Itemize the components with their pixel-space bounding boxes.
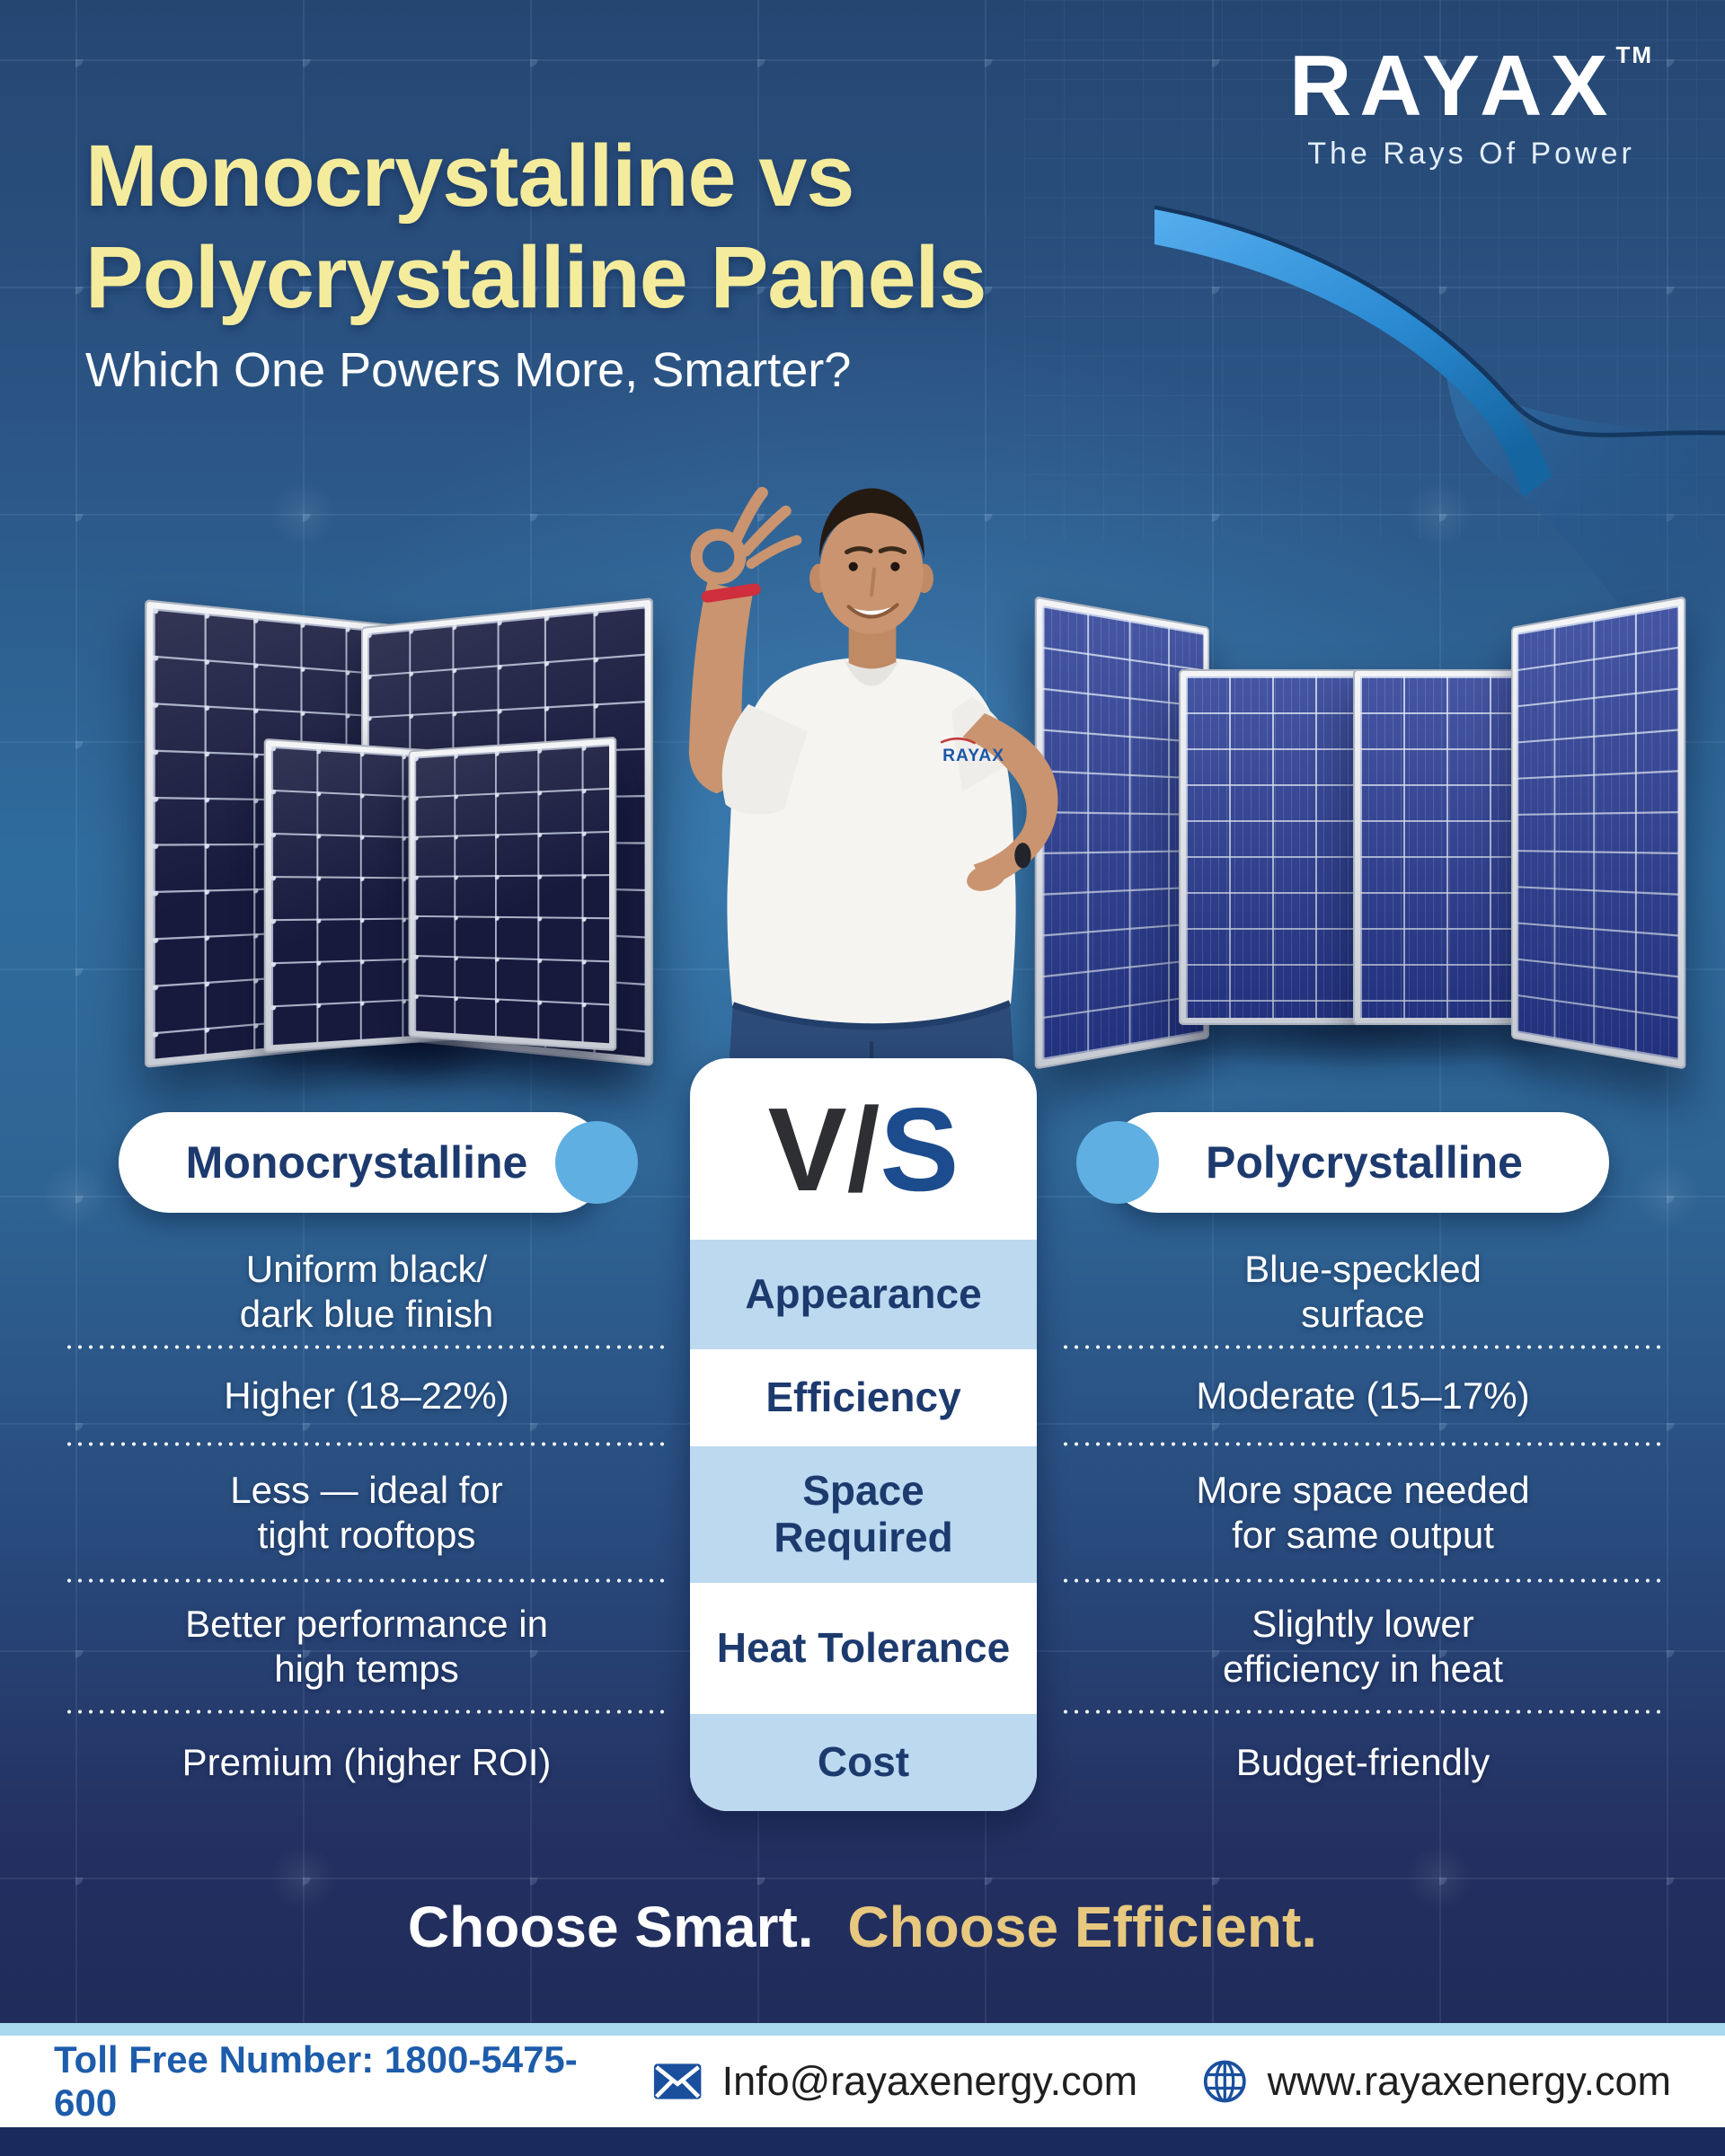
- attribute-efficiency: Efficiency: [765, 1374, 961, 1421]
- dotted-separator: [67, 1578, 666, 1583]
- vs-badge: V/S: [690, 1058, 1037, 1240]
- attribute-heat-tolerance: Heat Tolerance: [716, 1624, 1011, 1672]
- dotted-separator: [1064, 1442, 1662, 1446]
- grid-glow-dot: [270, 481, 336, 547]
- poly-heat-value: Slightly lower efficiency in heat: [1222, 1602, 1504, 1690]
- attribute-appearance: Appearance: [690, 1240, 1037, 1349]
- face: [819, 509, 924, 634]
- shirt-logo-swoosh: [940, 737, 977, 745]
- mono-heat-value: Better performance in high temps: [185, 1602, 548, 1690]
- closing-tagline: Choose Smart. Choose Efficient.: [0, 1894, 1725, 1960]
- mono-header-label: Monocrystalline: [185, 1137, 528, 1188]
- website-globe-icon: [1203, 2060, 1246, 2103]
- mono-cost-value: Premium (higher ROI): [181, 1741, 552, 1784]
- brand-ambassador-photo: RAYAX: [688, 486, 1058, 1087]
- brand-logo: RAYAXTM The Rays Of Power: [1289, 43, 1653, 172]
- vs-v-text: V/: [767, 1082, 880, 1215]
- grid-glow-dot: [1406, 1844, 1473, 1911]
- closing-tagline-gold: Choose Efficient.: [847, 1895, 1318, 1959]
- poly-header-pill: Polycrystalline: [1076, 1112, 1609, 1213]
- page-curl-decoration: [1154, 205, 1725, 791]
- toll-free-number[interactable]: Toll Free Number: 1800-5475-600: [54, 2038, 578, 2124]
- mono-panels-image: [145, 597, 653, 1068]
- dotted-separator: [67, 1710, 666, 1714]
- title-line-2: Polycrystalline Panels: [85, 227, 986, 326]
- poly-panel-center-right: [1353, 669, 1536, 1025]
- dotted-separator: [1064, 1578, 1662, 1583]
- vs-s-text: S: [880, 1082, 960, 1215]
- mono-header-pill: Monocrystalline: [119, 1112, 638, 1213]
- grid-glow-dot: [1633, 1162, 1700, 1229]
- grid-glow-dot: [1406, 481, 1473, 547]
- red-bracelet: [701, 583, 761, 603]
- dotted-separator: [1064, 1345, 1662, 1349]
- footer-bottom-strip: [0, 2127, 1725, 2156]
- hair: [819, 488, 924, 559]
- white-tshirt: [727, 657, 1016, 1085]
- grid-glow-dot: [42, 1162, 109, 1229]
- shirt-brand-logo: RAYAX: [942, 747, 1004, 765]
- website-url[interactable]: www.rayaxenergy.com: [1267, 2058, 1671, 2104]
- pill-accent-circle: [555, 1121, 638, 1204]
- mono-values-column: Uniform black/ dark blue finish Higher (…: [67, 1238, 666, 1811]
- tshirt-collar: [844, 660, 899, 686]
- footer-accent-strip: [0, 2023, 1725, 2036]
- attribute-cost: Cost: [690, 1714, 1037, 1811]
- mono-efficiency-value: Higher (18–22%): [224, 1374, 509, 1417]
- page-title: Monocrystalline vs Polycrystalline Panel…: [85, 126, 986, 398]
- grid-glow-dot: [270, 1844, 336, 1911]
- closing-tagline-white: Choose Smart.: [407, 1895, 814, 1959]
- trademark-symbol: TM: [1615, 41, 1653, 68]
- mono-space-value: Less — ideal for tight rooftops: [230, 1468, 503, 1556]
- poly-panels-image: [1015, 596, 1698, 1070]
- email-icon: [654, 2063, 702, 2099]
- poly-panel-outer-right: [1511, 596, 1686, 1070]
- poly-cost-value: Budget-friendly: [1235, 1741, 1491, 1784]
- poly-appearance-value: Blue-speckled surface: [1244, 1247, 1482, 1335]
- poly-header-label: Polycrystalline: [1206, 1137, 1523, 1188]
- pill-accent-circle: [1076, 1121, 1159, 1204]
- brand-tagline: The Rays Of Power: [1307, 137, 1635, 171]
- poly-values-column: Blue-speckled surface Moderate (15–17%) …: [1064, 1238, 1662, 1811]
- page-subtitle: Which One Powers More, Smarter?: [85, 343, 852, 398]
- attributes-card: V/S Appearance Efficiency Space Required…: [690, 1058, 1037, 1811]
- hip-arm: [962, 713, 1058, 887]
- poly-panel-center-left: [1179, 669, 1362, 1025]
- mono-appearance-value: Uniform black/ dark blue finish: [239, 1247, 494, 1335]
- dotted-separator: [67, 1345, 666, 1349]
- footer-contact-bar: Toll Free Number: 1800-5475-600 Info@ray…: [0, 2036, 1725, 2127]
- brand-name: RAYAXTM: [1289, 38, 1653, 134]
- email-address[interactable]: Info@rayaxenergy.com: [721, 2058, 1138, 2104]
- attribute-space-required: Space Required: [690, 1446, 1037, 1583]
- dotted-separator: [67, 1442, 666, 1446]
- poly-space-value: More space needed for same output: [1196, 1468, 1530, 1556]
- wrist-watch: [1014, 843, 1031, 869]
- title-line-1: Monocrystalline vs: [85, 127, 854, 225]
- dotted-separator: [1064, 1710, 1662, 1714]
- poly-efficiency-value: Moderate (15–17%): [1196, 1374, 1530, 1417]
- ok-gesture-icon: [690, 528, 747, 585]
